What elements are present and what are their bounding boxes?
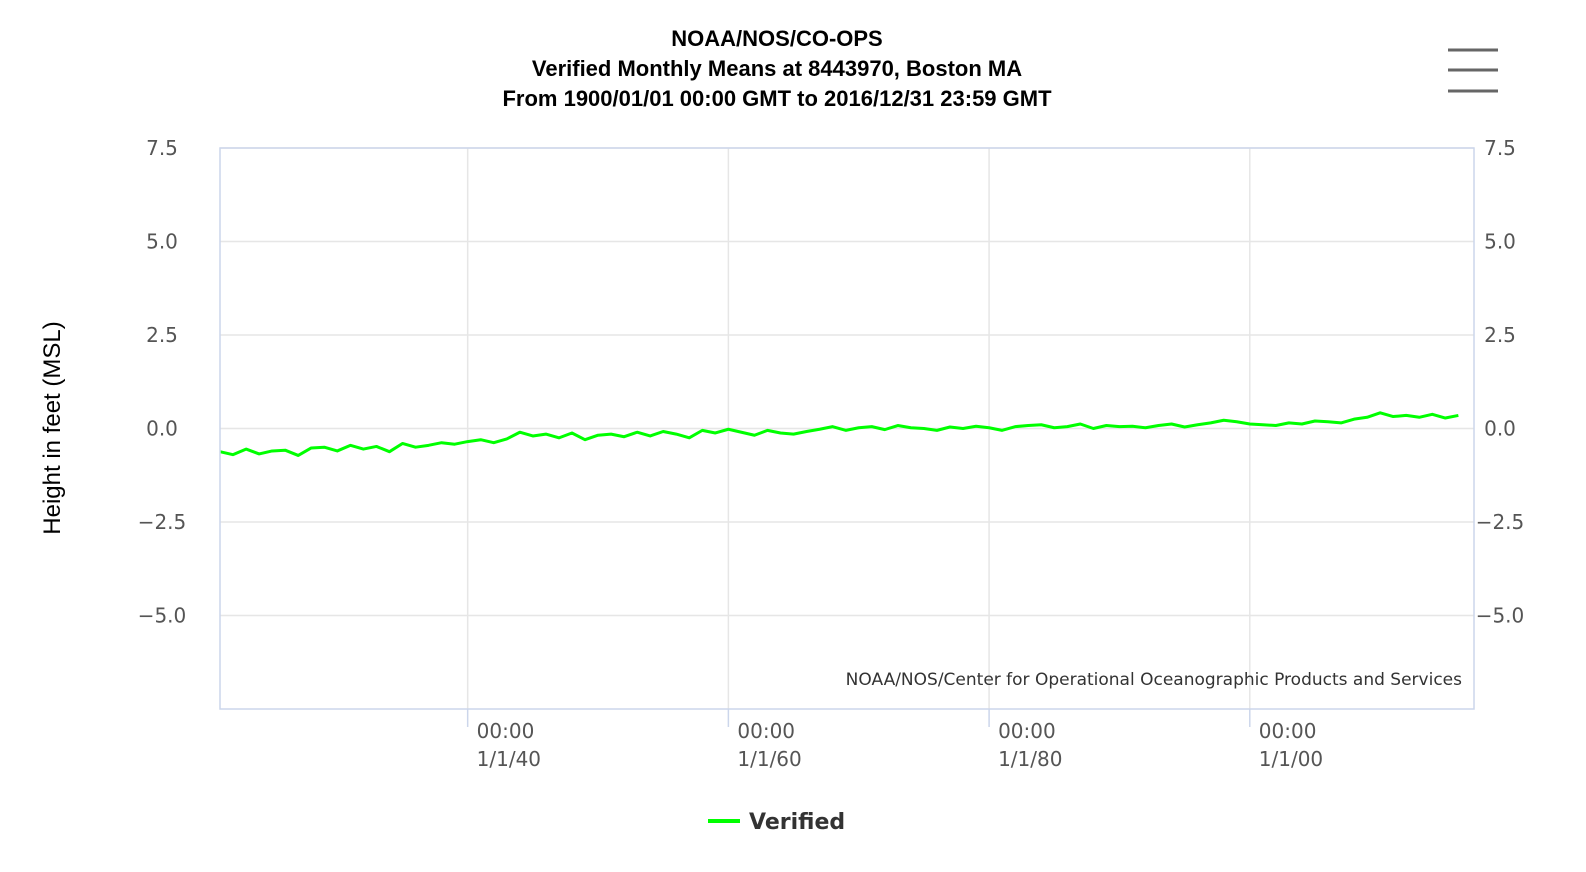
chart-title: NOAA/NOS/CO-OPS (671, 26, 882, 51)
plot-border (219, 147, 1475, 710)
y-tick-label: 2.5 (146, 323, 178, 347)
y-axis-label: Height in feet (MSL) (39, 321, 66, 534)
y-tick-label: −5.0 (138, 604, 187, 628)
x-tick-label: 00:00 1/1/60 (737, 719, 801, 771)
y-tick-label: 0.0 (146, 417, 178, 441)
chart-title: From 1900/01/01 00:00 GMT to 2016/12/31 … (502, 86, 1052, 111)
y2-tick-label: 5.0 (1484, 230, 1516, 254)
y2-tick-label: 2.5 (1484, 323, 1516, 347)
x-tick-label: 00:00 1/1/80 (998, 719, 1062, 771)
y2-tick-label: −2.5 (1476, 510, 1525, 534)
data-line (219, 411, 1459, 457)
legend-label[interactable]: Verified (749, 810, 845, 835)
chart-title: Verified Monthly Means at 8443970, Bosto… (532, 56, 1022, 81)
plot-area (219, 411, 1459, 457)
y2-tick-label: 7.5 (1484, 136, 1516, 160)
legend[interactable]: Verified (708, 810, 845, 835)
x-tick-label: 00:00 1/1/00 (1259, 719, 1323, 771)
credit: NOAA/NOS/Center for Operational Oceanogr… (846, 670, 1462, 690)
menu-button[interactable] (1440, 40, 1506, 100)
y2-tick-label: −5.0 (1476, 604, 1525, 628)
y-tick-label: 7.5 (146, 136, 178, 160)
y-tick-label: −2.5 (138, 510, 187, 534)
y-tick-label: 5.0 (146, 230, 178, 254)
x-tick-label: 00:00 1/1/40 (477, 719, 541, 771)
y2-tick-label: 0.0 (1484, 417, 1516, 441)
